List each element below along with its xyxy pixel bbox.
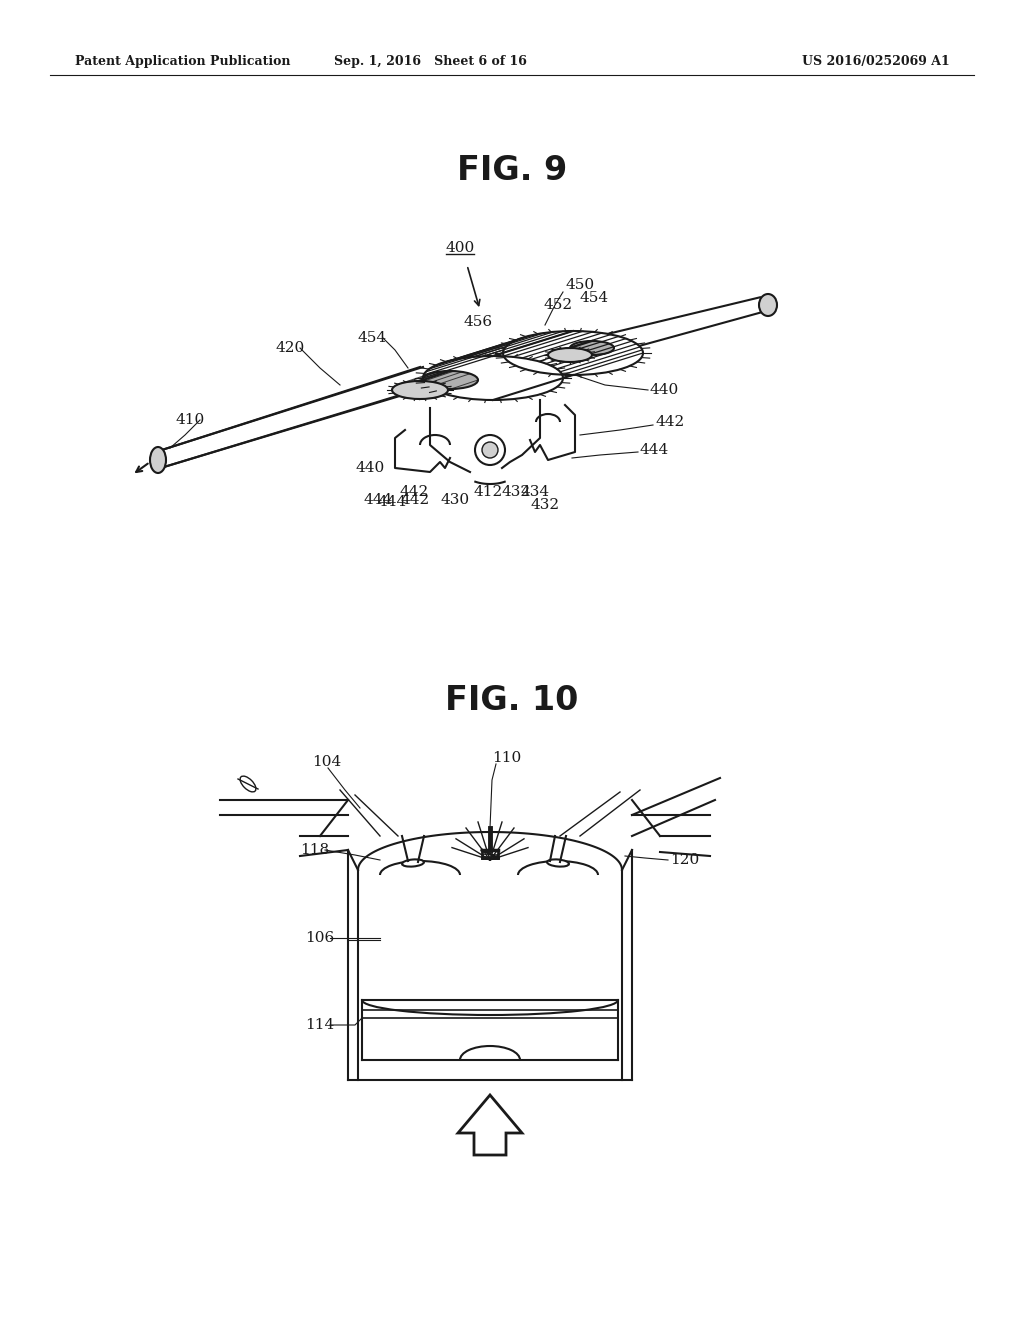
Text: 114: 114 xyxy=(305,1018,334,1032)
Text: 444: 444 xyxy=(640,444,670,457)
Text: 440: 440 xyxy=(650,383,679,397)
Text: 118: 118 xyxy=(300,843,329,857)
Text: 442: 442 xyxy=(655,414,684,429)
Text: 442: 442 xyxy=(400,492,430,507)
Text: 104: 104 xyxy=(312,755,341,770)
Text: Sep. 1, 2016   Sheet 6 of 16: Sep. 1, 2016 Sheet 6 of 16 xyxy=(334,55,526,69)
Text: 420: 420 xyxy=(275,341,304,355)
Text: 110: 110 xyxy=(492,751,521,766)
Ellipse shape xyxy=(150,447,166,473)
Text: FIG. 10: FIG. 10 xyxy=(445,684,579,717)
Ellipse shape xyxy=(392,381,449,399)
Ellipse shape xyxy=(402,859,424,867)
Circle shape xyxy=(482,442,498,458)
Polygon shape xyxy=(458,1096,522,1155)
Text: 434: 434 xyxy=(520,484,550,499)
Ellipse shape xyxy=(548,348,592,362)
Text: 410: 410 xyxy=(175,413,204,426)
Text: 120: 120 xyxy=(670,853,699,867)
Text: FIG. 9: FIG. 9 xyxy=(457,153,567,186)
Text: 444: 444 xyxy=(364,492,392,507)
Text: 440: 440 xyxy=(355,461,384,475)
Ellipse shape xyxy=(759,294,777,315)
Text: 430: 430 xyxy=(440,492,470,507)
Ellipse shape xyxy=(503,331,643,375)
Text: 432: 432 xyxy=(530,498,559,512)
Text: 454: 454 xyxy=(580,290,609,305)
Ellipse shape xyxy=(240,776,256,792)
Text: 442: 442 xyxy=(400,484,429,499)
Circle shape xyxy=(475,436,505,465)
Ellipse shape xyxy=(422,371,478,389)
Text: 450: 450 xyxy=(565,279,594,292)
Text: Patent Application Publication: Patent Application Publication xyxy=(75,55,291,69)
Text: 456: 456 xyxy=(463,315,493,329)
Text: 444: 444 xyxy=(378,495,408,510)
Text: 452: 452 xyxy=(543,298,572,312)
Text: 106: 106 xyxy=(305,931,334,945)
Ellipse shape xyxy=(570,341,614,355)
Text: 454: 454 xyxy=(358,331,387,345)
Text: 400: 400 xyxy=(445,242,475,255)
Text: 432: 432 xyxy=(502,484,530,499)
Text: US 2016/0252069 A1: US 2016/0252069 A1 xyxy=(802,55,950,69)
Ellipse shape xyxy=(547,859,569,867)
Text: 412: 412 xyxy=(473,484,503,499)
